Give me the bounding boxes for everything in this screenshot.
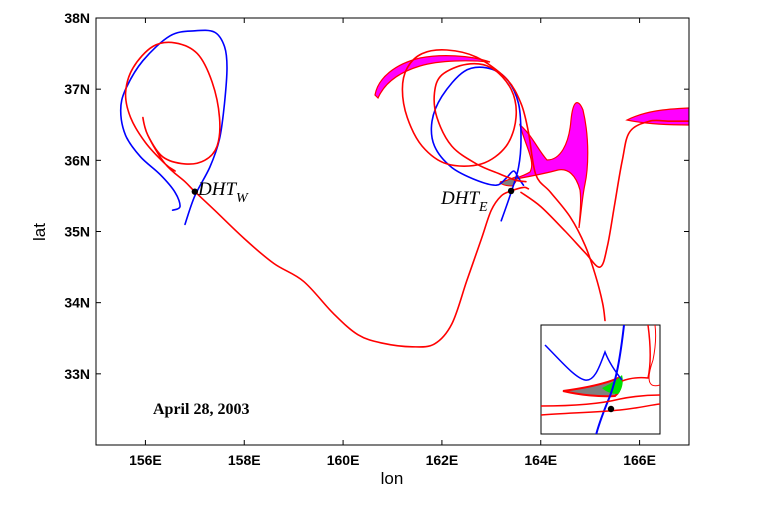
annotation-dht-e-text: DHT [440,188,480,209]
x-tick-label: 166E [623,452,656,468]
inset-unstable-curve-4 [648,325,660,387]
inset-background [540,324,661,435]
series-unstable-4 [520,119,689,268]
inset-panel [540,324,661,435]
y-tick-label: 35N [64,224,90,240]
inset-stable-curve-2 [595,325,625,434]
x-axis-label: lon [381,469,404,488]
lobe-top-left [374,55,491,100]
inset-unstable-curve-2 [541,403,660,416]
points-layer [191,187,515,195]
lobe-center [499,102,589,229]
point-dht-w [191,188,199,195]
series-unstable-1 [124,41,530,348]
y-axis-label: lat [30,223,49,241]
y-tick-label: 38N [64,10,90,26]
inset-unstable-curve-3 [621,325,652,382]
plot-content [119,29,689,348]
y-tick-label: 34N [64,295,90,311]
x-tick-label: 158E [228,452,261,468]
ticks-layer: 156E 158E 160E 162E 164E 166E 33N 34N 35N 36N 37N 3… [64,10,689,468]
point-dht-e [507,187,515,195]
inset-dht-point [607,405,615,413]
y-tick-label: 37N [64,81,90,97]
x-tick-label: 162E [426,452,459,468]
inset-stable-curve-1 [544,344,623,381]
y-tick-label: 33N [64,366,90,382]
series-unstable-3 [401,49,606,322]
annotation-dht-e: DHTE [440,188,488,215]
x-tick-label: 164E [524,452,557,468]
inset-unstable-curve-1 [541,394,660,407]
x-tick-label: 156E [129,452,162,468]
annotation-dht-w: DHTW [197,179,249,206]
x-tick-label: 160E [327,452,360,468]
y-tick-label: 36N [64,152,90,168]
series-layer [119,29,689,348]
date-annotation: April 28, 2003 [153,401,249,418]
annotation-dht-w-subscript: W [236,191,249,206]
annotation-dht-w-text: DHT [197,179,237,200]
annotation-dht-e-subscript: E [478,200,488,215]
inset-lobe-green [602,375,623,394]
